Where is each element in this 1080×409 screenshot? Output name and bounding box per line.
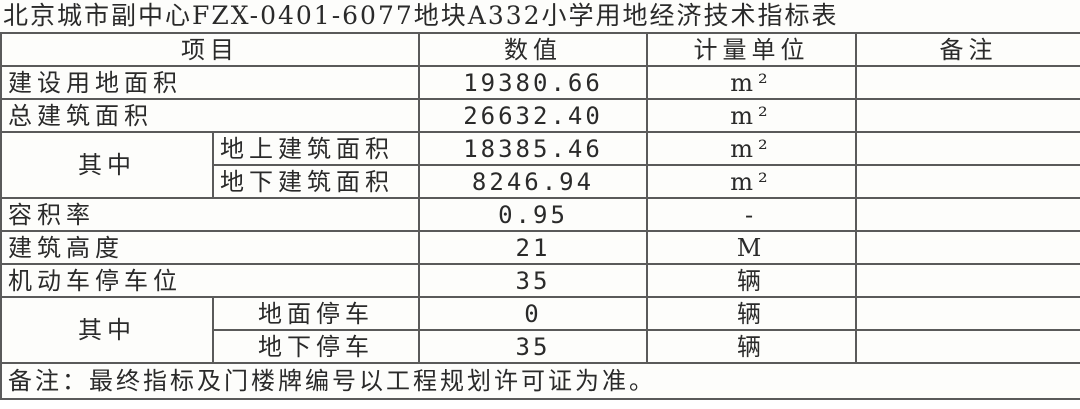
header-row: 项目 数值 计量单位 备注 xyxy=(0,32,1080,67)
row-value: 0.95 xyxy=(418,197,648,232)
row-group: 其中 xyxy=(0,131,214,199)
row-unit: 辆 xyxy=(646,263,857,298)
header-value: 数值 xyxy=(418,32,648,67)
row-unit: M xyxy=(646,230,857,265)
row-value: 35 xyxy=(418,263,648,298)
row-item: 建设用地面积 xyxy=(0,65,420,100)
row-value: 19380.66 xyxy=(418,65,648,100)
row-note xyxy=(854,263,1080,298)
row-item: 地下建筑面积 xyxy=(212,164,420,199)
header-note: 备注 xyxy=(854,32,1080,67)
row-note xyxy=(854,296,1080,331)
header-unit: 计量单位 xyxy=(646,32,857,67)
row-unit: m² xyxy=(646,131,857,166)
row-item: 地下停车 xyxy=(212,329,420,364)
table-row: 其中 地上建筑面积 18385.46 m² xyxy=(0,131,1080,199)
row-unit: - xyxy=(646,197,857,232)
row-unit: 辆 xyxy=(646,329,857,364)
table-row: 建设用地面积 19380.66 m² xyxy=(0,65,1080,100)
row-note xyxy=(854,197,1080,232)
table-row: 其中 地面停车 0 辆 xyxy=(0,296,1080,364)
table-row: 地下建筑面积 8246.94 m² xyxy=(1,164,1080,199)
table-title: 北京城市副中心FZX-0401-6077地块A332小学用地经济技术指标表 xyxy=(1,0,1080,34)
row-note xyxy=(854,164,1080,199)
indicator-table: 北京城市副中心FZX-0401-6077地块A332小学用地经济技术指标表 项目… xyxy=(0,0,1080,400)
indicator-table-document: 北京城市副中心FZX-0401-6077地块A332小学用地经济技术指标表 项目… xyxy=(0,0,1080,400)
table-row: 容积率 0.95- xyxy=(0,197,1080,232)
row-value: 0 xyxy=(418,296,648,331)
row-item: 建筑高度 xyxy=(0,230,420,265)
row-item: 地面停车 xyxy=(212,296,420,331)
row-item: 容积率 xyxy=(0,197,420,232)
row-value: 35 xyxy=(418,329,648,364)
table-row: 总建筑面积 26632.40 m² xyxy=(0,98,1080,133)
row-item: 机动车停车位 xyxy=(0,263,420,298)
row-unit: m² xyxy=(646,98,857,133)
header-item: 项目 xyxy=(0,32,420,67)
row-note xyxy=(854,131,1080,166)
row-item: 地上建筑面积 xyxy=(212,131,420,166)
row-note xyxy=(854,230,1080,265)
row-unit: m² xyxy=(646,164,857,199)
row-value: 8246.94 xyxy=(418,164,648,199)
row-note xyxy=(854,329,1080,364)
row-unit: 辆 xyxy=(646,296,857,331)
footnote: 备注：最终指标及门楼牌编号以工程规划许可证为准。 xyxy=(0,362,1080,400)
row-note xyxy=(854,65,1080,100)
row-unit: m² xyxy=(646,65,857,100)
row-value: 18385.46 xyxy=(418,131,648,166)
row-group: 其中 xyxy=(0,296,214,364)
row-value: 26632.40 xyxy=(418,98,648,133)
row-value: 21 xyxy=(418,230,648,265)
row-item: 总建筑面积 xyxy=(0,98,420,133)
table-row: 机动车停车位 35 辆 xyxy=(0,263,1080,298)
table-row: 地下停车 35 辆 xyxy=(1,329,1080,364)
table-row: 建筑高度 21 M xyxy=(0,230,1080,265)
row-note xyxy=(854,98,1080,133)
